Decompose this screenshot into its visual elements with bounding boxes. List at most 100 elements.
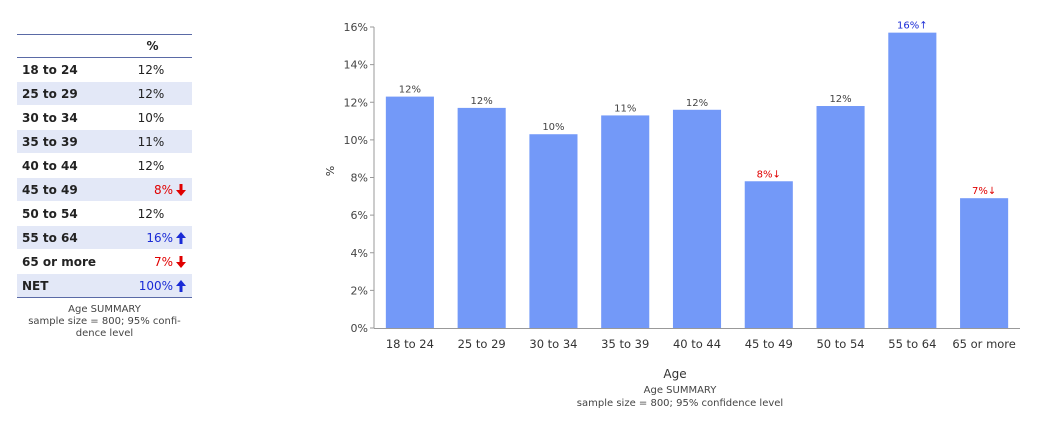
table-footnote: Age SUMMARY sample size = 800; 95% confi… [17, 304, 192, 340]
table-row: 45 to 49 8% [17, 177, 192, 202]
row-label: 45 to 49 [17, 177, 113, 202]
bar [457, 107, 506, 328]
x-tick-label: 30 to 34 [529, 337, 577, 351]
table-footnote-line: sample size = 800; 95% confi- [28, 316, 181, 327]
row-label: 65 or more [17, 249, 113, 274]
row-label-header [17, 34, 113, 58]
x-axis: 18 to 24 25 to 29 30 to 34 35 to 39 40 to 44… [374, 328, 1020, 351]
bar [385, 96, 434, 328]
y-tick-label: 8% [351, 172, 368, 185]
row-label: 40 to 44 [17, 153, 113, 178]
table-row: 18 to 24 12% [17, 57, 192, 82]
row-value: 100% [138, 278, 173, 293]
row-value-cell: 100% [113, 273, 192, 298]
row-value: 12% [137, 86, 165, 101]
y-tick-label: 10% [344, 134, 368, 147]
table-row: 30 to 34 10% [17, 105, 192, 130]
table-row: NET 100% [17, 273, 192, 298]
row-value: 12% [137, 206, 165, 221]
bar [888, 32, 937, 329]
row-value: 8% [153, 182, 173, 197]
y-tick-label: 6% [351, 209, 368, 222]
arrow-up-icon [176, 279, 186, 292]
row-label: 50 to 54 [17, 201, 113, 226]
x-axis-title: Age [663, 367, 686, 381]
y-tick-label: 16% [344, 21, 368, 34]
x-tick-label: 50 to 54 [816, 337, 864, 351]
x-tick-label: 18 to 24 [386, 337, 434, 351]
y-tick-label: 2% [351, 284, 368, 297]
table-footnote-line: dence level [75, 328, 134, 339]
row-value-cell: 16% [113, 225, 192, 250]
arrow-up-icon [176, 231, 186, 244]
percent-column-header: % [113, 34, 192, 58]
row-value-cell: 8% [113, 177, 192, 202]
table-body: 18 to 24 12% 25 to 29 12% 30 to 34 10% 35 to 3… [17, 57, 192, 298]
row-value-cell: 7% [113, 249, 192, 274]
chart-footnote: Age SUMMARY sample size = 800; 95% confi… [320, 384, 1040, 410]
bar [601, 115, 650, 328]
x-tick-label: 40 to 44 [673, 337, 721, 351]
row-value: 10% [137, 110, 165, 125]
row-value: 7% [153, 254, 173, 269]
summary-table: % 18 to 24 12% 25 to 29 12% 30 to 34 10% 35 to… [17, 34, 192, 298]
bar-chart-panel: 0% 2% 4% 6% 8% 10% 12% 14% 16% 12% 12% 10% 11% 12% 8%… [320, 0, 1040, 423]
row-value: 16% [146, 230, 173, 245]
chart-footnote-line: sample size = 800; 95% confidence level [576, 398, 784, 409]
table-row: 25 to 29 12% [17, 81, 192, 106]
row-label: NET [17, 273, 113, 298]
row-value: 12% [137, 62, 165, 77]
bar-data-label: 16%↑ [897, 21, 928, 32]
y-tick-label: 4% [351, 247, 368, 260]
bar [816, 106, 865, 328]
x-tick-label: 25 to 29 [458, 337, 506, 351]
x-tick-label: 55 to 64 [888, 337, 936, 351]
row-label: 55 to 64 [17, 225, 113, 250]
bar-data-label: 12% [829, 94, 851, 105]
y-axis: 0% 2% 4% 6% 8% 10% 12% 14% 16% [344, 21, 375, 335]
row-value-cell: 10% [113, 105, 192, 130]
row-value-cell: 12% [113, 153, 192, 178]
bar-data-label: 10% [542, 122, 564, 133]
bar-data-label: 12% [686, 98, 708, 109]
bar [529, 134, 578, 328]
table-row: 55 to 64 16% [17, 225, 192, 250]
row-value-cell: 12% [113, 81, 192, 106]
row-label: 35 to 39 [17, 129, 113, 154]
bar-data-label: 12% [471, 96, 493, 107]
bar-data-label: 11% [614, 103, 636, 114]
y-tick-label: 0% [351, 322, 368, 335]
bar-chart: 0% 2% 4% 6% 8% 10% 12% 14% 16% 12% 12% 10% 11% 12% 8%… [324, 21, 1020, 381]
row-value: 12% [137, 158, 165, 173]
bar-data-label: 7%↓ [972, 186, 996, 197]
row-value-cell: 12% [113, 57, 192, 82]
row-value-cell: 12% [113, 201, 192, 226]
y-tick-label: 12% [344, 96, 368, 109]
arrow-down-icon [176, 183, 186, 196]
bar-data-label: 8%↓ [757, 169, 781, 180]
chart-footnote-line: Age SUMMARY [643, 385, 717, 396]
table-row: 65 or more 7% [17, 249, 192, 274]
bar [744, 181, 793, 328]
bar-series: 12% 12% 10% 11% 12% 8%↓ 12% 16%↑ 7%↓ [385, 21, 1009, 329]
row-value: 11% [137, 134, 165, 149]
row-label: 30 to 34 [17, 105, 113, 130]
bar-data-label: 12% [399, 85, 421, 96]
bar [672, 109, 722, 329]
table-row: 50 to 54 12% [17, 201, 192, 226]
table-row: 40 to 44 12% [17, 153, 192, 178]
table-row: 35 to 39 11% [17, 129, 192, 154]
x-tick-label: 35 to 39 [601, 337, 649, 351]
arrow-down-icon [176, 255, 186, 268]
x-tick-label: 65 or more [952, 337, 1016, 351]
table-header-row: % [17, 34, 192, 58]
y-axis-title: % [324, 166, 337, 176]
y-tick-label: 14% [344, 59, 368, 72]
row-value-cell: 11% [113, 129, 192, 154]
table-footnote-line: Age SUMMARY [68, 304, 141, 315]
x-tick-label: 45 to 49 [745, 337, 793, 351]
row-label: 18 to 24 [17, 57, 113, 82]
summary-table-panel: % 18 to 24 12% 25 to 29 12% 30 to 34 10% 35 to… [17, 34, 192, 340]
bar [960, 198, 1009, 328]
row-label: 25 to 29 [17, 81, 113, 106]
